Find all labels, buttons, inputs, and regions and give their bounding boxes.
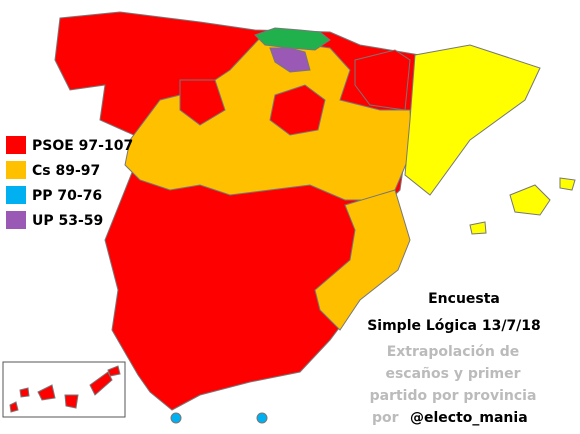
- legend-swatch: [6, 186, 26, 204]
- region: [314, 189, 411, 331]
- melilla: [256, 412, 268, 424]
- region: [269, 47, 311, 73]
- region: [89, 371, 113, 396]
- author: @electo_mania: [410, 410, 528, 426]
- region: [509, 184, 551, 216]
- ceuta: [170, 412, 182, 424]
- legend-label: PSOE 97-107: [32, 138, 133, 154]
- mainland: [54, 11, 541, 411]
- region: [404, 44, 541, 196]
- region: [9, 401, 19, 413]
- legend-label: UP 53-59: [32, 213, 103, 229]
- note: escaños y primer: [385, 366, 520, 382]
- region: [64, 394, 79, 409]
- region: [269, 84, 326, 136]
- legend-label: PP 70-76: [32, 188, 102, 204]
- region: [469, 221, 487, 235]
- note: Extrapolación de: [387, 344, 520, 360]
- note: partido por provincia: [370, 388, 537, 404]
- balearic-islands: [469, 177, 576, 235]
- region: [559, 177, 576, 191]
- region: [107, 365, 121, 377]
- title: Encuesta: [428, 291, 500, 307]
- region: [19, 387, 30, 398]
- title: Simple Lógica 13/7/18: [367, 318, 541, 334]
- legend-swatch: [6, 161, 26, 179]
- region: [254, 27, 331, 51]
- legend-swatch: [6, 211, 26, 229]
- note: por: [372, 410, 399, 426]
- inset-frame: [2, 361, 126, 418]
- region: [354, 49, 411, 111]
- legend-swatch: [6, 136, 26, 154]
- legend-label: Cs 89-97: [32, 163, 100, 179]
- canary-islands: [2, 361, 126, 418]
- legend: PSOE 97-107 Cs 89-97 PP 70-76 UP 53-59: [6, 136, 133, 229]
- region: [124, 37, 413, 201]
- region: [37, 384, 56, 401]
- region: [179, 79, 226, 126]
